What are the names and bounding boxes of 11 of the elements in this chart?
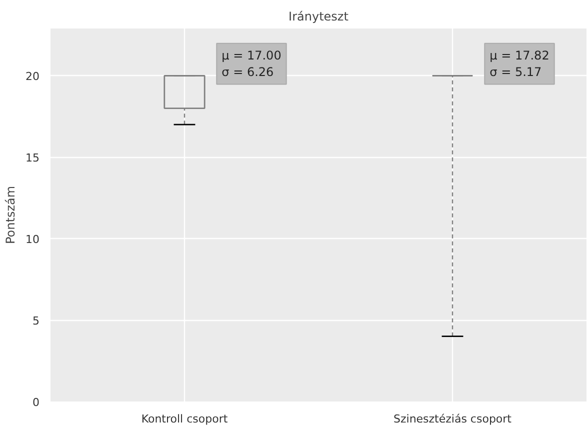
annotation: μ = 17.82 σ = 5.17 [490, 48, 550, 80]
y-tick-label: 10 [26, 233, 40, 246]
x-tick-label: Kontroll csoport [141, 412, 228, 426]
y-tick-label: 20 [26, 70, 40, 84]
y-tick-label: 5 [32, 314, 40, 328]
x-tick-label: Szinesztéziás csoport [394, 412, 512, 426]
y-tick-label: 0 [32, 396, 40, 409]
annotation: μ = 17.00 σ = 6.26 [222, 48, 282, 80]
y-axis-title: Pontszám [4, 186, 18, 244]
chart-title: Irányteszt [288, 10, 349, 24]
y-tick-label: 15 [26, 152, 40, 165]
